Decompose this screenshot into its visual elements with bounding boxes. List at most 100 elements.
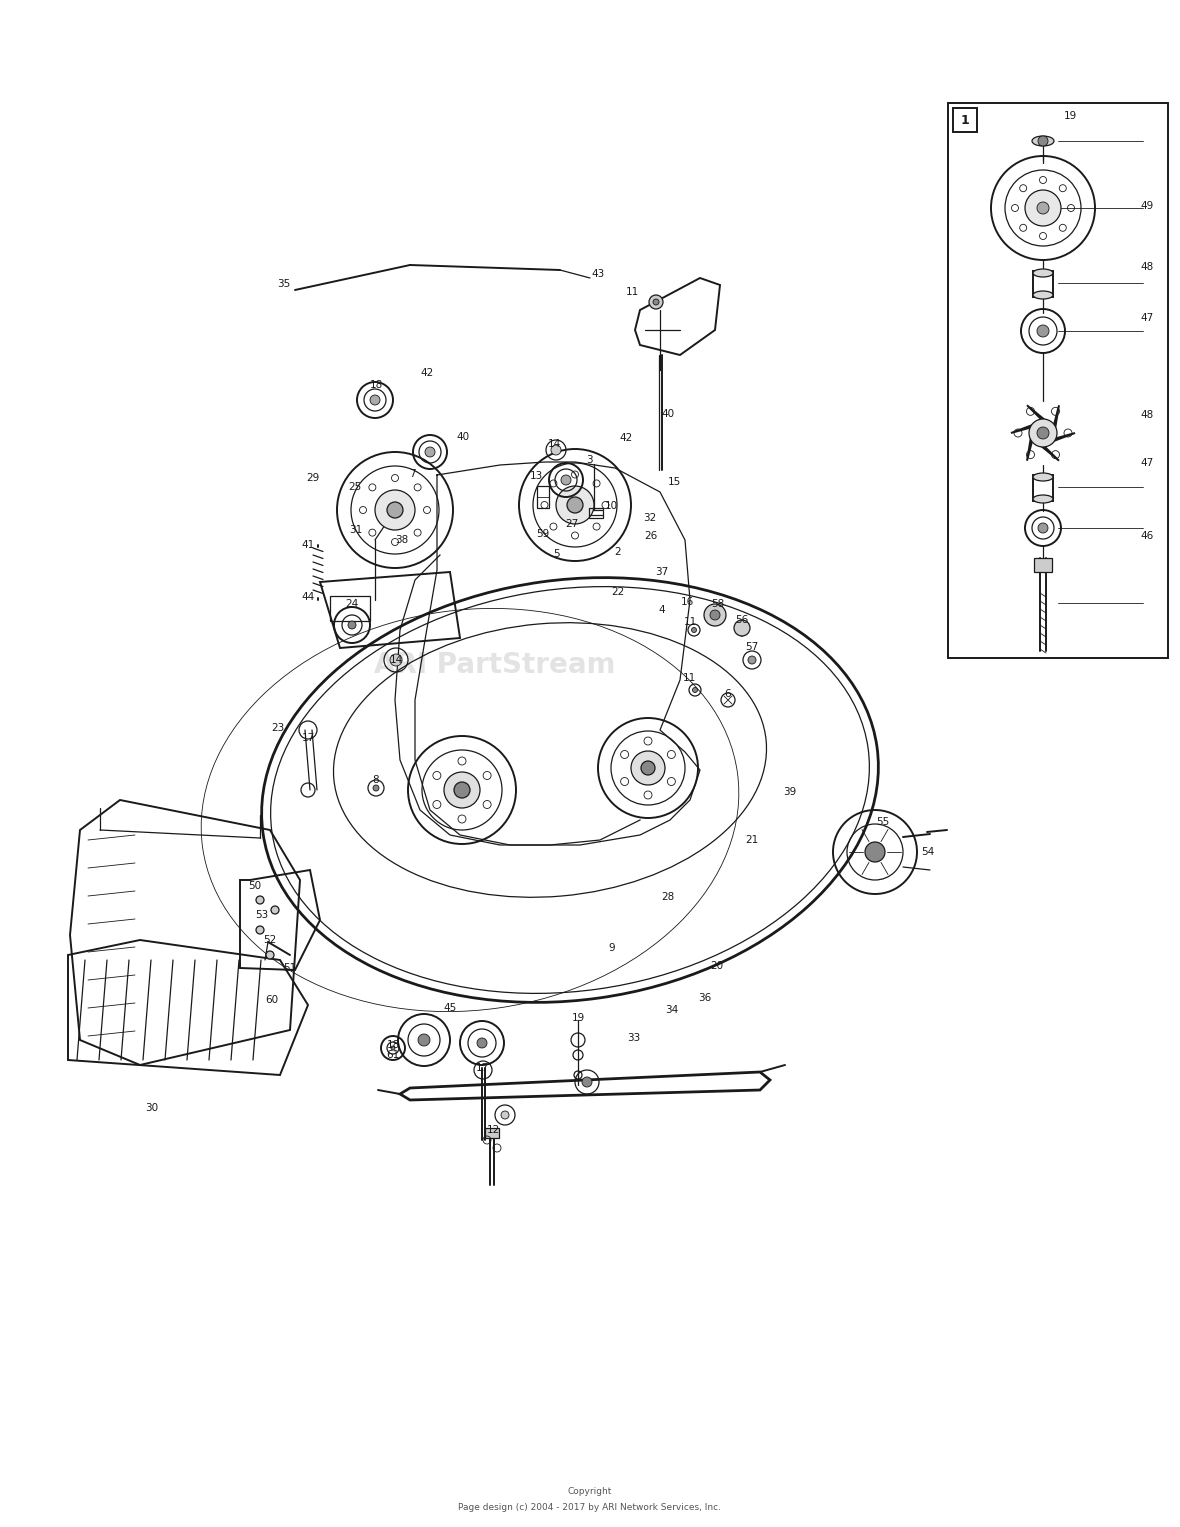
Text: Copyright: Copyright bbox=[568, 1487, 612, 1496]
Text: 55: 55 bbox=[877, 817, 890, 828]
Text: 2: 2 bbox=[615, 547, 622, 557]
Circle shape bbox=[560, 475, 571, 486]
Text: 44: 44 bbox=[301, 592, 315, 602]
Text: 12: 12 bbox=[486, 1125, 499, 1135]
Circle shape bbox=[582, 1077, 592, 1087]
Circle shape bbox=[371, 395, 380, 405]
Text: Page design (c) 2004 - 2017 by ARI Network Services, Inc.: Page design (c) 2004 - 2017 by ARI Netwo… bbox=[459, 1503, 721, 1512]
Text: 22: 22 bbox=[611, 586, 624, 597]
Text: 41: 41 bbox=[301, 541, 315, 550]
Circle shape bbox=[418, 1034, 430, 1046]
Text: 32: 32 bbox=[643, 513, 656, 524]
Text: 5: 5 bbox=[552, 550, 559, 559]
Circle shape bbox=[502, 1112, 509, 1119]
Text: 29: 29 bbox=[307, 473, 320, 483]
Circle shape bbox=[387, 502, 404, 518]
Text: 16: 16 bbox=[681, 597, 694, 608]
Text: 3: 3 bbox=[585, 455, 592, 466]
Circle shape bbox=[454, 782, 470, 799]
Text: 43: 43 bbox=[591, 269, 604, 279]
Text: 48: 48 bbox=[1140, 411, 1154, 420]
Text: 30: 30 bbox=[145, 1102, 158, 1113]
Circle shape bbox=[375, 490, 415, 530]
Text: 11: 11 bbox=[683, 617, 696, 628]
Text: 47: 47 bbox=[1140, 313, 1154, 324]
Text: 53: 53 bbox=[255, 910, 269, 919]
Circle shape bbox=[477, 1038, 487, 1048]
Text: 25: 25 bbox=[348, 483, 361, 492]
Text: 8: 8 bbox=[373, 776, 379, 785]
Text: 15: 15 bbox=[668, 476, 681, 487]
Text: 40: 40 bbox=[457, 432, 470, 441]
Circle shape bbox=[551, 444, 560, 455]
Text: 60: 60 bbox=[266, 996, 278, 1005]
Bar bbox=[485, 1128, 499, 1138]
Circle shape bbox=[391, 1046, 395, 1051]
Circle shape bbox=[1037, 428, 1049, 438]
Circle shape bbox=[641, 760, 655, 776]
Text: 18: 18 bbox=[386, 1040, 400, 1051]
Text: 39: 39 bbox=[784, 786, 797, 797]
Bar bbox=[1032, 270, 1053, 296]
Text: 24: 24 bbox=[346, 599, 359, 609]
Ellipse shape bbox=[1032, 269, 1053, 276]
Ellipse shape bbox=[1032, 495, 1053, 502]
Text: 20: 20 bbox=[710, 960, 723, 971]
Bar bbox=[1034, 557, 1053, 573]
Text: 17: 17 bbox=[476, 1063, 489, 1073]
Text: 17: 17 bbox=[301, 733, 315, 744]
Circle shape bbox=[734, 620, 750, 637]
Bar bbox=[537, 486, 549, 508]
Text: 36: 36 bbox=[699, 993, 712, 1003]
Text: 26: 26 bbox=[644, 531, 657, 541]
Text: 61: 61 bbox=[386, 1051, 400, 1060]
Text: 56: 56 bbox=[735, 615, 748, 625]
Bar bbox=[330, 596, 371, 621]
Circle shape bbox=[1025, 189, 1061, 226]
Text: 40: 40 bbox=[662, 409, 675, 418]
Text: 35: 35 bbox=[277, 279, 290, 289]
Text: 52: 52 bbox=[263, 935, 276, 945]
Text: 42: 42 bbox=[420, 368, 433, 379]
Circle shape bbox=[1038, 136, 1048, 147]
Bar bbox=[1032, 475, 1053, 501]
Text: 45: 45 bbox=[444, 1003, 457, 1012]
Circle shape bbox=[568, 496, 583, 513]
Text: 4: 4 bbox=[658, 605, 666, 615]
Bar bbox=[948, 102, 1168, 658]
Text: 19: 19 bbox=[571, 1012, 584, 1023]
Circle shape bbox=[653, 299, 658, 305]
Circle shape bbox=[556, 486, 594, 524]
Text: 9: 9 bbox=[609, 944, 615, 953]
Text: 11: 11 bbox=[682, 673, 696, 683]
Text: 14: 14 bbox=[389, 655, 402, 664]
Circle shape bbox=[691, 628, 696, 632]
Ellipse shape bbox=[1032, 292, 1053, 299]
Circle shape bbox=[1037, 325, 1049, 337]
Circle shape bbox=[710, 609, 720, 620]
Circle shape bbox=[256, 925, 264, 935]
Circle shape bbox=[391, 654, 402, 666]
Text: 38: 38 bbox=[395, 534, 408, 545]
Bar bbox=[589, 508, 603, 518]
Text: 23: 23 bbox=[271, 722, 284, 733]
Circle shape bbox=[1029, 418, 1057, 447]
Text: 7: 7 bbox=[408, 469, 415, 479]
Text: 6: 6 bbox=[725, 689, 732, 699]
Text: 31: 31 bbox=[349, 525, 362, 534]
Circle shape bbox=[704, 605, 726, 626]
Circle shape bbox=[271, 906, 278, 915]
Text: 33: 33 bbox=[628, 1032, 641, 1043]
Circle shape bbox=[748, 657, 756, 664]
Circle shape bbox=[865, 841, 885, 863]
Circle shape bbox=[649, 295, 663, 308]
Circle shape bbox=[373, 785, 379, 791]
Text: 47: 47 bbox=[1140, 458, 1154, 467]
Text: 48: 48 bbox=[1140, 263, 1154, 272]
Text: 11: 11 bbox=[625, 287, 638, 296]
Text: 13: 13 bbox=[530, 470, 543, 481]
Circle shape bbox=[1038, 524, 1048, 533]
Text: 54: 54 bbox=[922, 847, 935, 857]
Text: ARI PartStream: ARI PartStream bbox=[374, 651, 616, 680]
Text: 14: 14 bbox=[548, 438, 560, 449]
